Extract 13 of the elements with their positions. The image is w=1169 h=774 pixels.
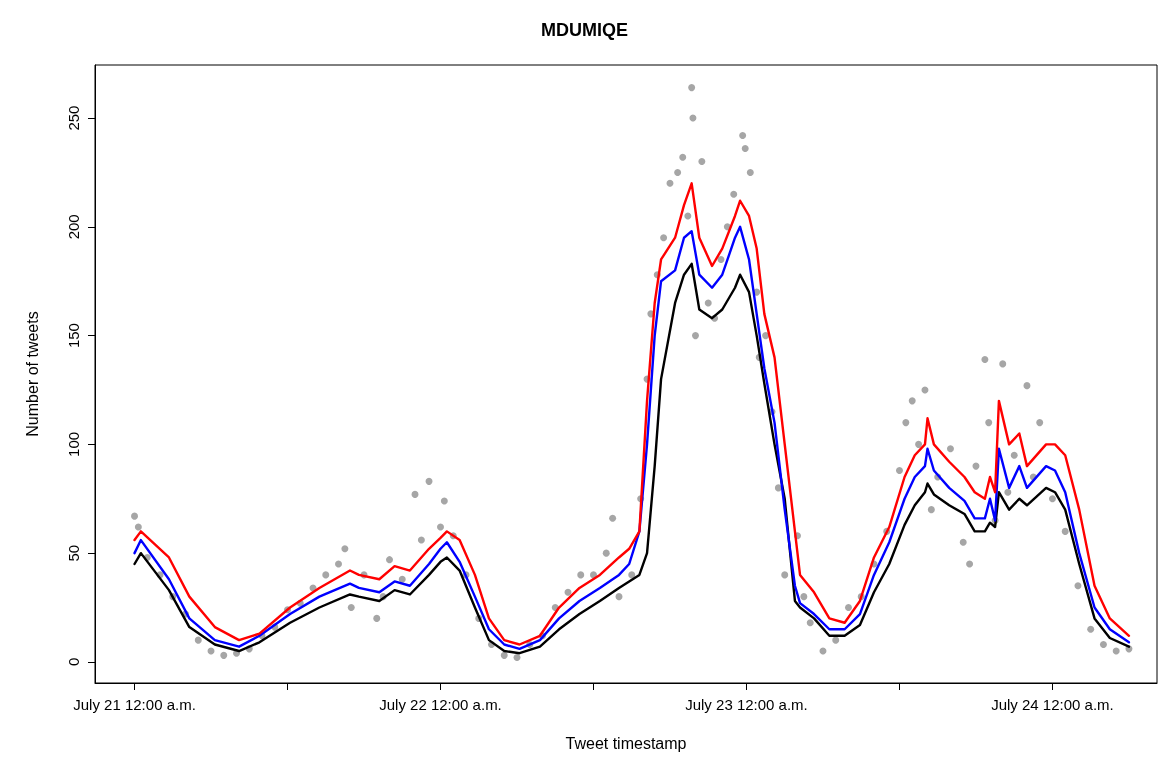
y-tick-label: 200	[65, 214, 82, 240]
x-axis-title: Tweet timestamp	[565, 734, 687, 752]
y-tick-label: 50	[65, 544, 82, 562]
x-tick-label: July 22 12:00 a.m.	[379, 696, 502, 713]
x-tick-label: July 23 12:00 a.m.	[685, 696, 808, 713]
y-tick-label: 100	[65, 431, 82, 457]
x-tick-label: July 21 12:00 a.m.	[73, 696, 196, 713]
y-tick-label: 0	[65, 657, 82, 667]
y-tick-label: 250	[65, 105, 82, 131]
y-tick-label: 150	[65, 323, 82, 349]
chart-title: MDUMIQE	[541, 20, 628, 40]
y-axis-title: Number of tweets	[23, 311, 41, 437]
x-tick-label: July 24 12:00 a.m.	[991, 696, 1114, 713]
